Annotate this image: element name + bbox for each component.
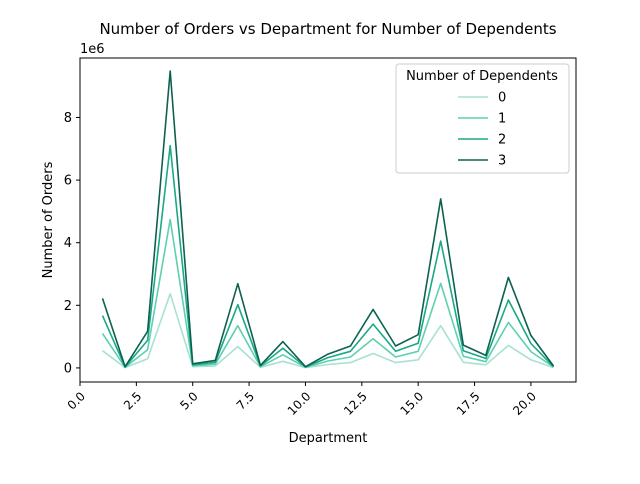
y-tick-label: 8 xyxy=(64,111,72,126)
x-tick-label: 0.0 xyxy=(65,389,88,412)
series-line-0 xyxy=(102,292,554,369)
x-tick-label: 10.0 xyxy=(285,389,314,418)
legend-label-1: 1 xyxy=(498,112,506,127)
y-tick-label: 0 xyxy=(64,361,72,376)
legend-title: Number of Dependents xyxy=(406,69,558,84)
series-lines xyxy=(101,70,555,369)
series-line-3 xyxy=(101,70,555,368)
y-tick-label: 6 xyxy=(64,174,72,189)
x-tick-label: 17.5 xyxy=(454,389,483,418)
legend-label-0: 0 xyxy=(498,91,506,106)
chart-title: Number of Orders vs Department for Numbe… xyxy=(99,20,556,38)
y-tick-label: 2 xyxy=(64,299,72,314)
x-axis-ticks: 0.0 2.5 5.0 7.5 10.0 12.5 15.0 17.5 20.0 xyxy=(65,382,539,418)
x-tick-label: 5.0 xyxy=(177,389,200,412)
legend-label-2: 2 xyxy=(498,133,506,148)
y-axis-label: Number of Orders xyxy=(41,161,56,278)
x-tick-label: 20.0 xyxy=(510,389,539,418)
legend-label-3: 3 xyxy=(498,154,506,169)
y-axis-ticks: 0 2 4 6 8 xyxy=(64,111,80,376)
legend-entries: 0 1 2 3 xyxy=(458,91,506,169)
x-axis-label: Department xyxy=(289,431,368,446)
x-tick-label: 12.5 xyxy=(341,389,370,418)
plot-frame xyxy=(79,57,577,383)
series-line-1 xyxy=(101,218,554,369)
x-tick-label: 15.0 xyxy=(397,389,426,418)
y-offset-label: 1e6 xyxy=(80,42,105,57)
y-tick-label: 4 xyxy=(64,236,72,251)
series-line-2 xyxy=(101,144,555,368)
legend: Number of Dependents 0 1 2 3 xyxy=(395,63,570,174)
x-tick-label: 2.5 xyxy=(121,389,144,412)
x-tick-label: 7.5 xyxy=(234,389,257,412)
